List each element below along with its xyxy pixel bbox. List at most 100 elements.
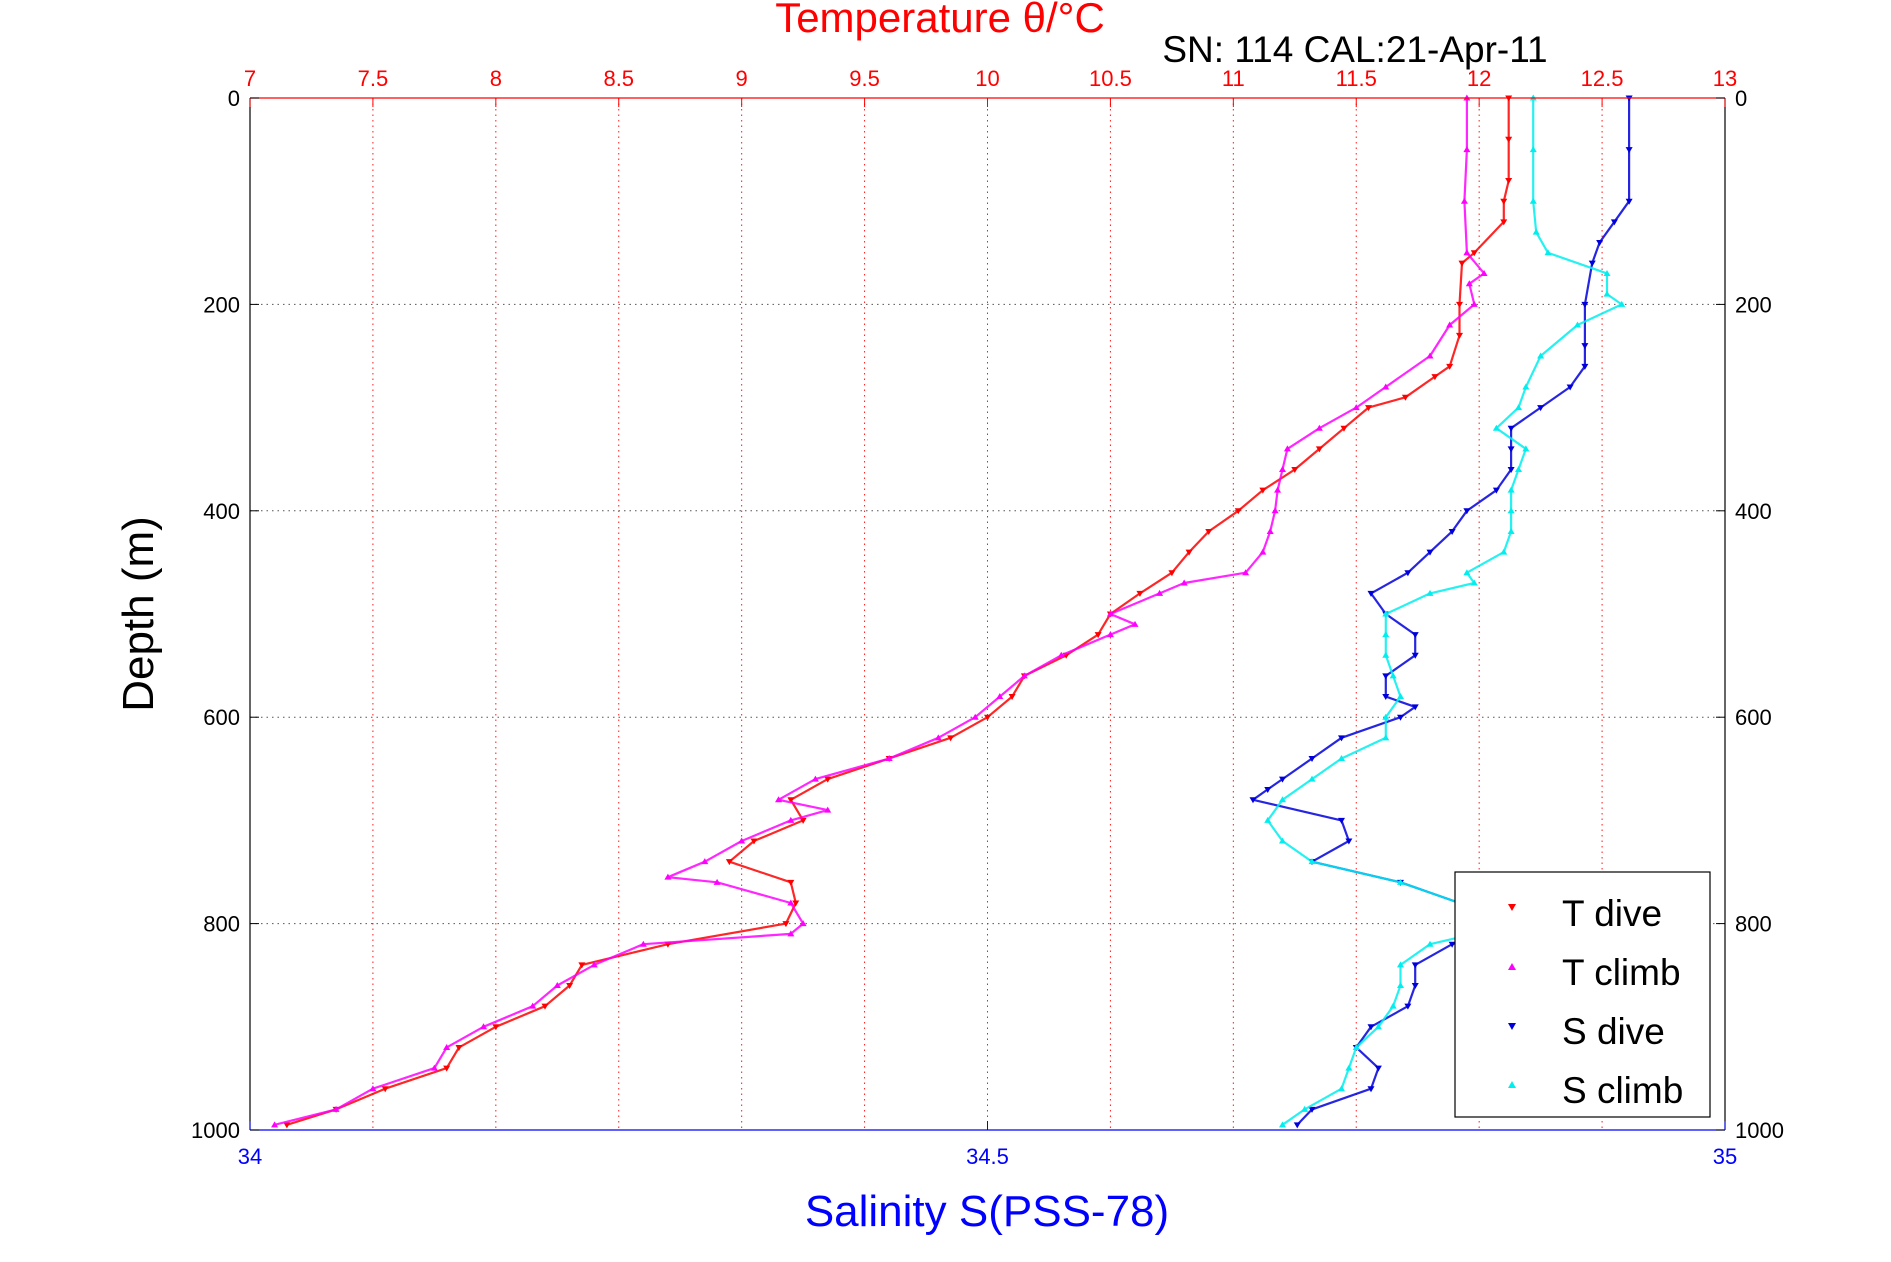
data-point [1500,219,1508,226]
data-point [1470,300,1478,307]
series-s-climb [1264,94,1626,1128]
data-point [713,878,721,885]
data-point [590,961,598,968]
data-point [541,1003,549,1010]
data-point [1352,404,1360,411]
data-point [1470,250,1478,257]
data-point [1382,610,1390,617]
data-point [578,962,586,969]
data-point [1259,548,1267,555]
data-point [1185,549,1193,556]
data-point [1338,735,1345,742]
data-point [1382,673,1390,680]
data-point [1492,487,1500,494]
data-point [1389,1002,1397,1009]
top-axis-tick-label: 7.5 [358,66,389,91]
data-point [1345,1064,1353,1071]
data-point [1205,528,1213,535]
data-point [1456,332,1463,339]
data-point [664,873,672,880]
legend-box [1454,871,1711,1118]
right-axis-tick-label: 800 [1735,912,1772,937]
data-point [1301,1105,1309,1112]
data-point [1094,632,1102,639]
data-point [1367,1086,1375,1093]
left-axis-tick-label: 400 [203,499,240,524]
data-point [1537,405,1545,412]
data-point [1574,321,1581,328]
data-point [1426,589,1434,596]
data-point [984,714,991,721]
data-point [1365,405,1373,412]
data-point [1522,383,1530,390]
data-point [1507,425,1515,432]
legend-item-t-dive: T dive [1508,893,1662,934]
top-axis-tick-label: 9.5 [849,66,880,91]
data-point [1448,941,1456,948]
data-point [1106,610,1114,617]
data-point [811,775,819,782]
data-point [1382,651,1390,658]
data-point [1507,527,1515,534]
top-axis-tick-label: 13 [1713,66,1737,91]
data-point [1505,136,1513,143]
top-axis-tick-label: 10.5 [1089,66,1132,91]
data-point [566,983,574,990]
data-point [701,858,709,865]
legend-label-t-dive: T dive [1562,893,1662,934]
bottom-axis-tick-label: 34.5 [966,1144,1009,1169]
data-point [1507,486,1515,493]
data-point [1401,394,1409,401]
data-point [1465,280,1473,287]
top-axis-tick-label: 10 [975,66,999,91]
legend-label-t-climb: T climb [1562,952,1681,993]
data-point [1242,569,1250,576]
data-point [1274,486,1282,493]
data-point [1544,249,1552,256]
left-axis-tick-label: 200 [203,292,240,317]
chart-subtitle: SN: 114 CAL:21-Apr-11 [1162,29,1547,70]
data-point [971,713,979,720]
data-point [1581,343,1589,350]
data-point [1234,508,1242,515]
data-point [1566,384,1574,391]
data-point [332,1105,340,1112]
data-point [1411,652,1419,659]
legend-marker-s-dive [1508,1023,1516,1030]
series-t-climb [271,94,1488,1128]
data-point [639,940,647,947]
right-axis-tick-label: 200 [1735,292,1772,317]
legend-item-s-dive: S dive [1508,1011,1665,1052]
legend: T dive T climb S dive S climb [1454,871,1711,1118]
data-point [1338,1085,1345,1092]
legend-marker-t-dive [1508,904,1516,911]
data-point [1180,579,1188,586]
data-point [480,1023,488,1030]
data-point [1404,1003,1412,1010]
data-point [750,838,758,845]
top-axis-tick-label: 8.5 [603,66,634,91]
data-point [1397,982,1404,989]
data-point [1411,983,1419,990]
top-axis-tick-label: 7 [244,66,256,91]
data-point [1618,300,1626,307]
data-point [787,816,795,823]
data-point [1397,693,1404,700]
data-point [787,797,795,804]
data-point [1411,704,1419,711]
right-axis-tick-label: 0 [1735,86,1747,111]
data-point [1507,507,1515,514]
data-point [1315,446,1323,453]
data-point [1603,269,1611,276]
data-point [1529,197,1537,204]
data-point [1446,321,1454,328]
data-point [1456,301,1463,308]
data-point [443,1065,451,1072]
data-point [1308,755,1316,762]
data-point [738,837,746,844]
data-point [792,900,800,907]
data-point [1168,570,1176,577]
data-point [1271,507,1279,514]
